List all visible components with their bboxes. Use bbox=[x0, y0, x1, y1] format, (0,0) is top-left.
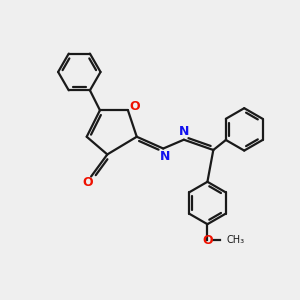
Text: CH₃: CH₃ bbox=[226, 236, 245, 245]
Text: N: N bbox=[160, 150, 170, 163]
Text: O: O bbox=[202, 234, 213, 247]
Text: N: N bbox=[179, 125, 189, 138]
Text: O: O bbox=[129, 100, 140, 113]
Text: O: O bbox=[83, 176, 94, 190]
